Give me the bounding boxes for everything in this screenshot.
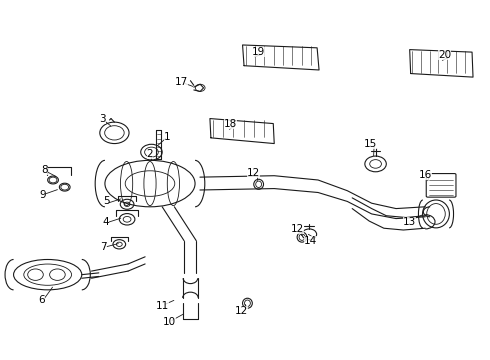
Text: 7: 7	[100, 242, 107, 252]
Text: 3: 3	[99, 114, 106, 124]
Text: 10: 10	[163, 317, 176, 327]
Text: 8: 8	[41, 165, 48, 175]
Text: 20: 20	[438, 50, 451, 60]
Text: 9: 9	[40, 190, 46, 200]
Text: 1: 1	[164, 132, 171, 142]
Text: 6: 6	[39, 296, 45, 305]
Text: 4: 4	[103, 217, 109, 227]
Text: 19: 19	[251, 47, 265, 57]
Text: 15: 15	[364, 139, 377, 149]
Text: 2: 2	[147, 149, 153, 159]
Text: 5: 5	[103, 197, 109, 206]
Text: 12: 12	[291, 224, 304, 234]
Text: 14: 14	[304, 236, 318, 246]
Text: 11: 11	[155, 301, 169, 311]
Text: 16: 16	[418, 170, 432, 180]
Text: 17: 17	[175, 77, 188, 87]
Text: 12: 12	[235, 306, 248, 316]
Text: 12: 12	[247, 168, 260, 178]
Text: 13: 13	[403, 217, 416, 227]
Text: 18: 18	[224, 118, 237, 129]
